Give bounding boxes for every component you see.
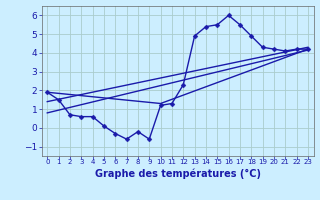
X-axis label: Graphe des températures (°C): Graphe des températures (°C) <box>95 169 260 179</box>
